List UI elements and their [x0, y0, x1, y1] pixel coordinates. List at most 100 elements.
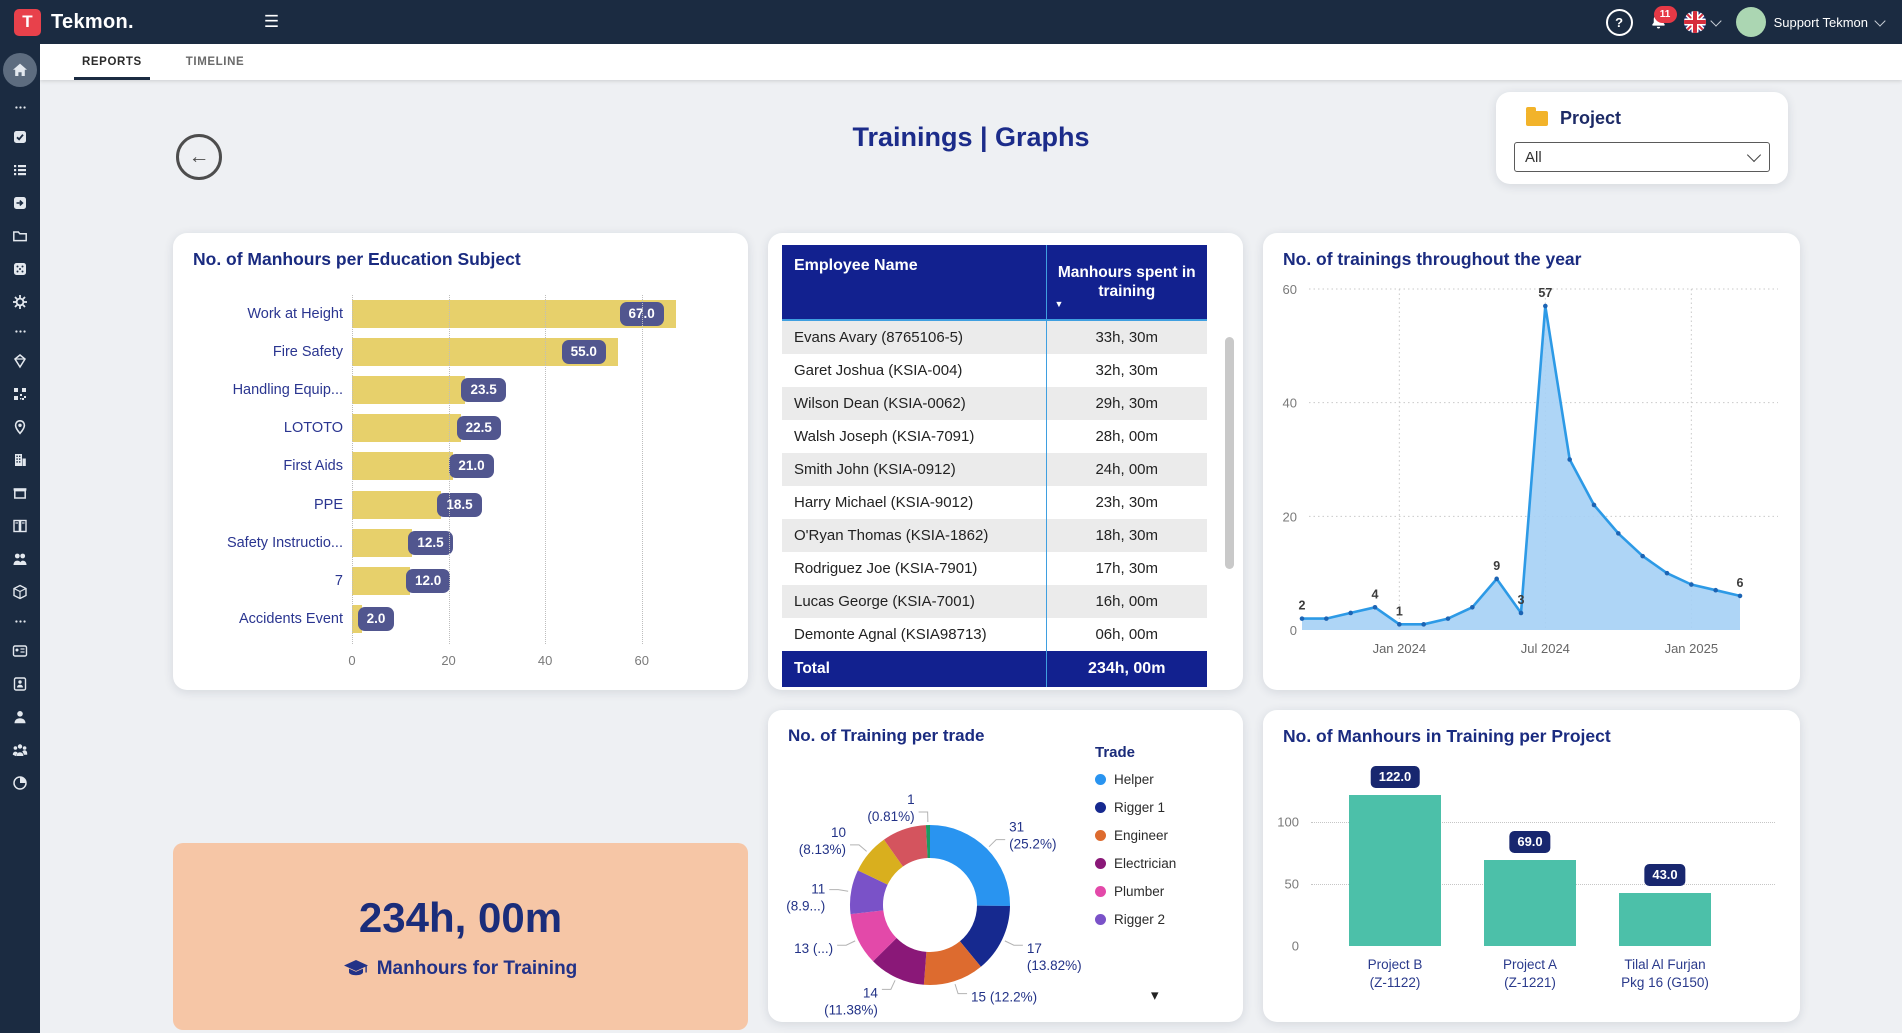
table-row[interactable]: Evans Avary (8765106-5) 33h, 30m [782, 321, 1207, 354]
sidebar-item-gear-7[interactable] [0, 285, 40, 318]
legend-item-engineer[interactable]: Engineer [1095, 828, 1176, 843]
help-icon[interactable]: ? [1605, 8, 1633, 36]
bar[interactable] [352, 452, 454, 481]
sidebar-item-folder-5[interactable] [0, 219, 40, 252]
chevron-down-icon [1874, 14, 1886, 27]
bar[interactable] [352, 604, 362, 633]
legend-item-rigger-1[interactable]: Rigger 1 [1095, 800, 1176, 815]
legend-dot [1095, 858, 1106, 869]
hamburger-menu-icon[interactable]: ☰ [263, 12, 280, 31]
uk-flag-icon [1683, 11, 1706, 33]
bar[interactable] [352, 566, 410, 595]
sidebar-item-location-pin-11[interactable] [0, 410, 40, 443]
legend-item-rigger-2[interactable]: Rigger 2 [1095, 912, 1176, 927]
manhours-summary-card: 234h, 00m Manhours for Training [173, 843, 748, 1030]
bar[interactable] [352, 414, 461, 443]
sidebar-item-list-3[interactable] [0, 153, 40, 186]
value-pill: 23.5 [461, 378, 506, 403]
gem-icon [14, 353, 26, 368]
bar[interactable] [352, 490, 442, 519]
table-scrollbar[interactable] [1225, 337, 1234, 569]
svg-text:40: 40 [1283, 396, 1297, 411]
sidebar-item-badge-19[interactable] [0, 667, 40, 700]
sidebar-item-people-15[interactable] [0, 542, 40, 575]
table-row[interactable]: Garet Joshua (KSIA-004) 32h, 30m [782, 354, 1207, 387]
person-icon [14, 710, 26, 723]
table-row[interactable]: Rodriguez Joe (KSIA-7901) 17h, 30m [782, 552, 1207, 585]
sidebar-item-home-0[interactable] [0, 50, 40, 90]
employee-name-cell: Smith John (KSIA-0912) [794, 461, 956, 478]
sidebar-item-building-12[interactable] [0, 443, 40, 476]
bar[interactable] [1349, 794, 1441, 946]
category-label: Work at Height [247, 306, 343, 323]
project-filter-label: Project [1560, 108, 1622, 128]
sidebar-item-tasks-2[interactable] [0, 120, 40, 153]
category-label: Project B (Z-1122) [1367, 957, 1423, 990]
sidebar-item-ellipsis-8[interactable] [0, 318, 40, 344]
language-selector[interactable] [1683, 11, 1722, 33]
bar[interactable] [1619, 892, 1711, 946]
value-pill: 2.0 [357, 606, 395, 631]
sidebar-item-share-box-4[interactable] [0, 186, 40, 219]
category-label: Tilal Al Furjan Pkg 16 (G150) [1621, 957, 1709, 990]
table-row[interactable]: Harry Michael (KSIA-9012) 23h, 30m [782, 486, 1207, 519]
table-row[interactable]: O'Ryan Thomas (KSIA-1862) 18h, 30m [782, 519, 1207, 552]
x-axis-tick: 20 [441, 653, 456, 668]
tab-timeline[interactable]: TIMELINE [185, 56, 245, 68]
employee-table: Employee Name Manhours spent in training… [782, 245, 1207, 687]
card-trainings-year: No. of trainings throughout the year 0 20… [1263, 233, 1800, 690]
sidebar-item-package-16[interactable] [0, 575, 40, 608]
x-axis-tick: 0 [348, 653, 356, 668]
sidebar-item-cube-6[interactable] [0, 252, 40, 285]
sidebar-item-qr-code-10[interactable] [0, 377, 40, 410]
svg-text:14(11.38%): 14 (11.38%) [824, 985, 878, 1017]
svg-text:0: 0 [1290, 623, 1297, 638]
employee-name-cell: Demonte Agnal (KSIA98713) [794, 626, 987, 643]
bar[interactable] [352, 528, 413, 557]
value-pill: 69.0 [1509, 831, 1551, 854]
employee-name-cell: Rodriguez Joe (KSIA-7901) [794, 560, 978, 577]
sidebar-item-id-card-18[interactable] [0, 634, 40, 667]
table-row[interactable]: Lucas George (KSIA-7001) 16h, 00m [782, 585, 1207, 618]
bar[interactable] [352, 376, 466, 405]
sidebar-item-archive-box-13[interactable] [0, 476, 40, 509]
table-row[interactable]: Wilson Dean (KSIA-0062) 29h, 30m [782, 387, 1207, 420]
bar-track: 67.0 [352, 295, 690, 333]
ellipsis-icon [14, 619, 26, 623]
user-menu[interactable]: Support Tekmon [1735, 7, 1886, 37]
sidebar-item-ellipsis-17[interactable] [0, 608, 40, 634]
employee-name-cell: O'Ryan Thomas (KSIA-1862) [794, 527, 989, 544]
table-row[interactable]: Demonte Agnal (KSIA98713) 06h, 00m [782, 618, 1207, 651]
back-button[interactable]: ← [176, 134, 222, 180]
legend-label: Plumber [1114, 884, 1165, 899]
col-employee-name[interactable]: Employee Name [794, 257, 918, 274]
sidebar-item-team-21[interactable] [0, 733, 40, 766]
tekmon-logo-icon[interactable]: T [14, 8, 41, 36]
location-pin-icon [14, 419, 26, 435]
user-name: Support Tekmon [1773, 14, 1868, 30]
card-manhours-per-subject: No. of Manhours per Education Subject Wo… [173, 233, 748, 690]
svg-text:13 (...): 13 (...) [794, 941, 833, 956]
col-manhours[interactable]: Manhours spent in training ▼ [1045, 245, 1208, 319]
category-label: 7 [334, 572, 343, 589]
chart-title: No. of trainings throughout the year [1283, 249, 1582, 269]
category-label: First Aids [283, 458, 343, 475]
legend-item-plumber[interactable]: Plumber [1095, 884, 1176, 899]
sidebar-item-ellipsis-1[interactable] [0, 94, 40, 120]
sidebar-item-lockers-14[interactable] [0, 509, 40, 542]
project-filter-dropdown[interactable]: All [1514, 142, 1770, 172]
bar[interactable] [1484, 860, 1576, 946]
legend-item-electrician[interactable]: Electrician [1095, 856, 1176, 871]
sidebar-item-person-20[interactable] [0, 700, 40, 733]
table-row[interactable]: Smith John (KSIA-0912) 24h, 00m [782, 453, 1207, 486]
sidebar-item-gem-9[interactable] [0, 344, 40, 377]
table-row[interactable]: Walsh Joseph (KSIA-7091) 28h, 00m [782, 420, 1207, 453]
legend-item-helper[interactable]: Helper [1095, 772, 1176, 787]
value-pill: 22.5 [456, 416, 501, 441]
share-box-icon [14, 196, 26, 209]
sidebar-item-pie-chart-22[interactable] [0, 766, 40, 799]
tab-reports[interactable]: REPORTS [70, 44, 154, 80]
legend-expand-chevron[interactable]: ▾ [1151, 987, 1159, 1004]
notifications-button[interactable]: 11 [1649, 5, 1677, 32]
